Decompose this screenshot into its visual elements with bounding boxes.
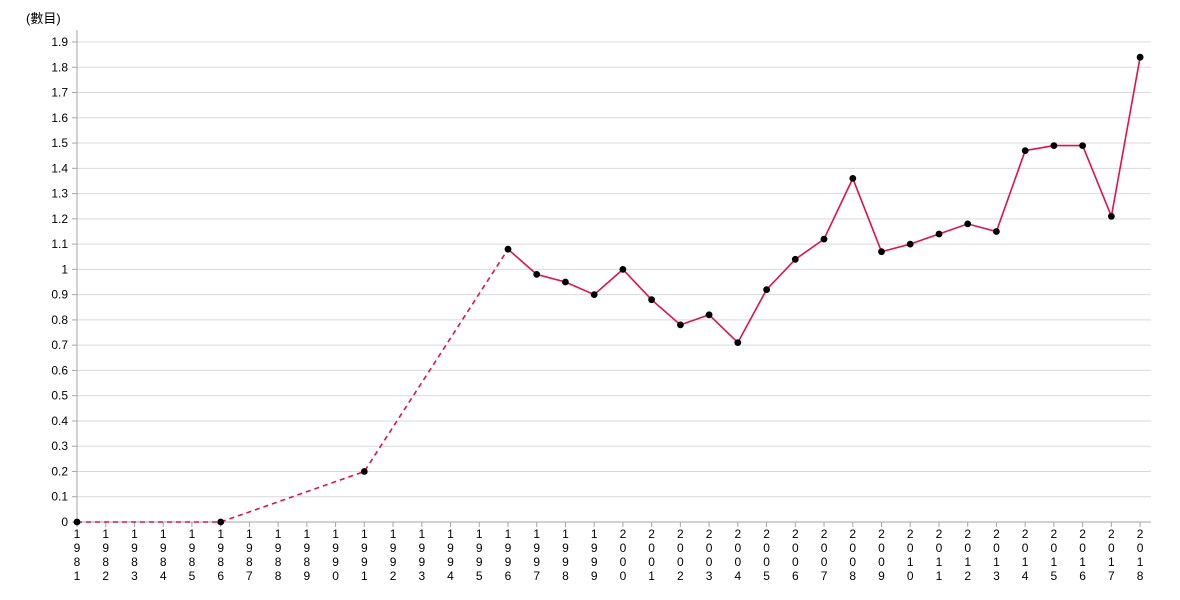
- data-point-marker: [878, 248, 885, 256]
- y-tick-label: 1.1: [51, 237, 68, 251]
- data-point-marker: [1021, 147, 1029, 155]
- y-tick-label: 0.8: [51, 313, 68, 327]
- data-point-marker: [849, 175, 857, 182]
- y-tick-label: 1.6: [51, 111, 68, 125]
- y-tick-label: 0.6: [51, 363, 68, 377]
- data-point-marker: [906, 240, 914, 248]
- data-point-marker: [791, 255, 799, 263]
- data-point-marker: [1079, 142, 1086, 150]
- y-tick-label: 1.7: [51, 86, 68, 100]
- data-point-marker: [677, 321, 684, 329]
- data-point-marker: [1136, 53, 1144, 61]
- y-tick-label: 1.4: [51, 161, 68, 175]
- series-line: [507, 57, 1141, 344]
- y-tick-label: 1.8: [51, 60, 68, 74]
- y-tick-label: 1.9: [51, 35, 68, 49]
- data-point-marker: [360, 468, 368, 475]
- y-tick-label: 0.9: [51, 288, 68, 302]
- y-tick-label: 1.5: [51, 136, 68, 150]
- data-point-marker: [1108, 212, 1115, 220]
- data-point-marker: [562, 278, 569, 286]
- y-axis-title: (數目): [26, 11, 61, 26]
- data-point-marker: [533, 271, 541, 278]
- y-tick-label: 1.3: [51, 187, 68, 201]
- data-point-marker: [705, 311, 713, 319]
- y-tick-label: 1.2: [51, 212, 68, 226]
- data-point-marker: [504, 245, 512, 253]
- y-tick-label: 0: [61, 515, 68, 529]
- y-tick-label: 0.4: [51, 414, 68, 428]
- data-point-marker: [935, 230, 943, 238]
- y-tick-label: 0.5: [51, 389, 68, 403]
- y-tick-label: 1: [61, 262, 68, 276]
- data-point-marker: [619, 266, 627, 273]
- series-line-dashed: [77, 248, 509, 523]
- data-point-marker: [217, 518, 225, 526]
- data-point-marker: [648, 296, 655, 304]
- data-point-marker: [993, 228, 1000, 235]
- y-tick-label: 0.1: [51, 490, 68, 504]
- y-tick-label: 0.2: [51, 464, 68, 478]
- data-point-marker: [590, 291, 598, 298]
- y-tick-label: 0.3: [51, 439, 68, 453]
- data-point-marker: [820, 235, 828, 243]
- data-point-marker: [964, 220, 972, 228]
- data-point-marker: [763, 286, 770, 293]
- data-point-marker: [1050, 142, 1058, 150]
- data-point-marker: [734, 339, 742, 346]
- y-tick-label: 0.7: [51, 338, 68, 352]
- data-point-marker: [73, 518, 81, 526]
